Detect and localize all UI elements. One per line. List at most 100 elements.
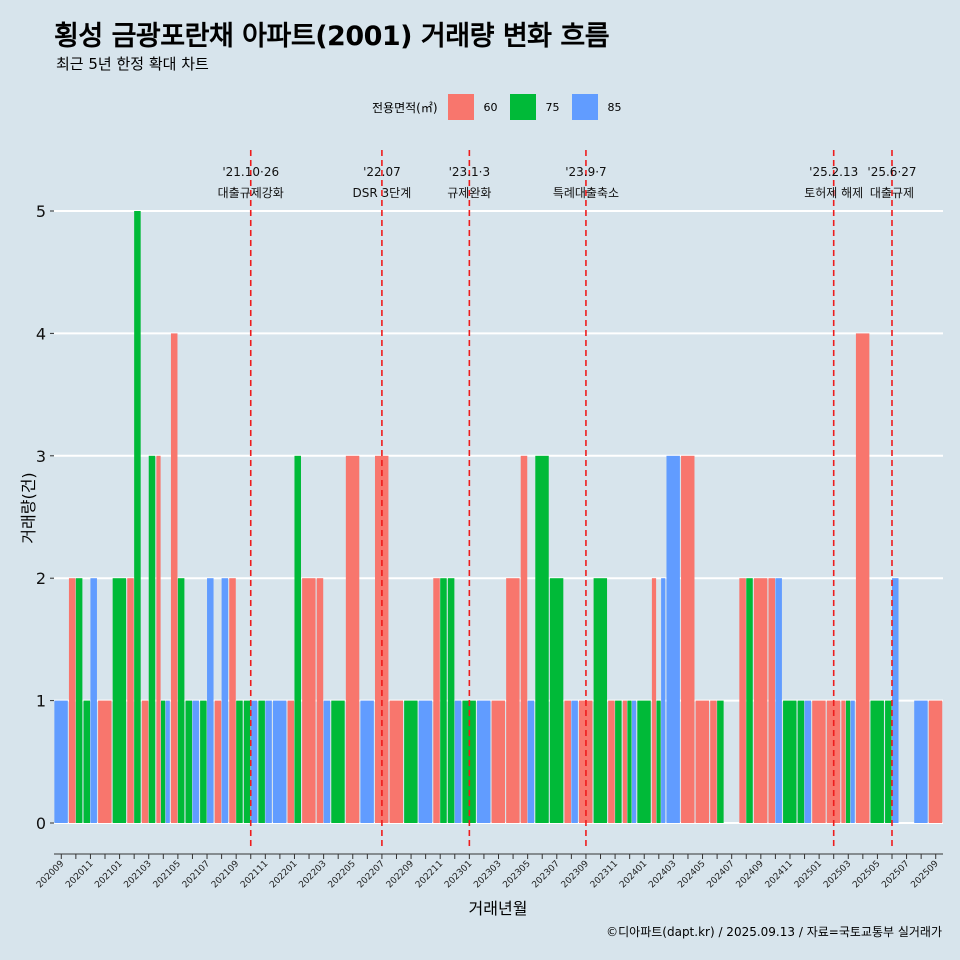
bar-202410-85 — [775, 578, 782, 823]
x-tick-label-202403: 202403 — [647, 859, 678, 890]
x-tick-label-202103: 202103 — [122, 859, 153, 890]
bar-202010-75 — [75, 578, 83, 823]
bar-202101-75 — [112, 578, 127, 823]
bar-202506-75 — [885, 700, 892, 823]
x-tick-label-202309: 202309 — [560, 859, 592, 891]
legend-key-85 — [571, 94, 598, 120]
bar-202111-85 — [265, 700, 272, 823]
x-tick-label-202407: 202407 — [705, 859, 736, 890]
x-axis: 2020092020112021012021032021052021072021… — [35, 853, 943, 891]
x-tick-label-202311: 202311 — [589, 859, 620, 890]
event-date-label-202207: '22.07 — [363, 165, 401, 179]
bar-202102-75 — [134, 211, 141, 823]
x-tick-label-202411: 202411 — [764, 859, 795, 890]
x-tick-label-202401: 202401 — [618, 859, 649, 890]
bar-202010-60 — [68, 578, 76, 823]
x-tick-label-202011: 202011 — [64, 859, 95, 890]
bar-202207-60 — [374, 455, 389, 823]
bar-202012-60 — [98, 700, 112, 823]
bar-202110-85 — [250, 700, 258, 823]
x-tick-label-202409: 202409 — [735, 859, 767, 891]
bar-202110-75 — [243, 700, 251, 823]
x-tick-label-202209: 202209 — [385, 859, 417, 891]
y-tick-label-2: 2 — [36, 569, 46, 588]
bar-202310-75 — [593, 578, 608, 823]
bar-202303-60 — [491, 700, 506, 823]
bar-202409-60 — [753, 578, 768, 823]
x-tick-label-202109: 202109 — [210, 859, 242, 891]
bar-202505-75 — [870, 700, 884, 823]
event-name-label-202110: 대출규제강화 — [218, 186, 284, 200]
x-tick-label-202501: 202501 — [793, 859, 824, 890]
bar-202408-75 — [746, 578, 753, 823]
x-tick-label-202201: 202201 — [268, 859, 299, 890]
bar-202106-75 — [185, 700, 193, 823]
x-tick-label-202101: 202101 — [93, 859, 124, 890]
bar-202304-60 — [506, 578, 520, 823]
x-tick-label-202105: 202105 — [152, 859, 183, 890]
bar-202308-85 — [571, 700, 578, 823]
x-tick-label-202509: 202509 — [909, 859, 941, 891]
event-name-label-202309: 특례대출축소 — [553, 186, 619, 200]
event-date-label-202110: '21.10·26 — [222, 165, 279, 179]
chart-title: 횡성 금광포란채 아파트(2001) 거래량 변화 흐름 — [54, 21, 610, 52]
bar-202312-75 — [627, 700, 632, 823]
caption: ©디아파트(dapt.kr) / 2025.09.13 / 자료=국토교통부 실… — [606, 925, 942, 939]
event-date-label-202309: '23.9·7 — [565, 165, 606, 179]
bar-202212-85 — [454, 700, 462, 823]
event-date-label-202502: '25.2.13 — [809, 165, 858, 179]
bar-202412-85 — [804, 700, 812, 823]
bar-202406-60 — [710, 700, 717, 823]
bar-202305-60 — [520, 455, 528, 823]
x-tick-label-202211: 202211 — [414, 859, 445, 890]
bar-202102-60 — [127, 578, 134, 823]
bar-202103-75 — [148, 455, 156, 823]
x-tick-label-202405: 202405 — [676, 859, 707, 890]
bar-202406-75 — [717, 700, 724, 823]
bar-202203-85 — [323, 700, 331, 823]
bar-202411-75 — [783, 700, 797, 823]
y-tick-label-5: 5 — [36, 202, 46, 221]
y-tick-label-3: 3 — [36, 447, 46, 466]
bar-202112-85 — [272, 700, 287, 823]
legend-label-85: 85 — [607, 100, 622, 114]
bar-202311-75 — [615, 700, 622, 823]
event-date-label-202301: '23.1·3 — [449, 165, 490, 179]
bar-202305-85 — [527, 700, 535, 823]
legend-key-75 — [509, 94, 536, 120]
bar-202009-85 — [54, 700, 68, 823]
bar-202209-75 — [404, 700, 418, 823]
event-date-label-202506: '25.6·27 — [867, 165, 916, 179]
x-tick-label-202203: 202203 — [297, 859, 328, 890]
x-axis-label: 거래년월 — [469, 899, 528, 918]
x-tick-label-202205: 202205 — [327, 859, 358, 890]
bar-202211-75 — [440, 578, 447, 823]
bar-202104-85 — [165, 700, 170, 823]
bar-202106-85 — [192, 700, 199, 823]
bar-202208-60 — [389, 700, 404, 823]
bar-202201-60 — [287, 700, 295, 823]
event-name-label-202207: DSR 3단계 — [353, 186, 412, 200]
bar-202108-85 — [221, 578, 229, 823]
legend-label-75: 75 — [545, 100, 560, 114]
bars — [54, 211, 943, 823]
bar-202312-60 — [622, 700, 627, 823]
bar-202408-60 — [739, 578, 746, 823]
x-tick-label-202507: 202507 — [880, 859, 911, 890]
bar-202312-85 — [631, 700, 637, 823]
y-tick-label-4: 4 — [36, 324, 46, 343]
bar-202401-75 — [637, 700, 651, 823]
bar-202403-85 — [666, 455, 680, 823]
bar-202205-60 — [345, 455, 360, 823]
bar-202308-60 — [564, 700, 571, 823]
bar-202011-85 — [90, 578, 97, 823]
event-name-label-202502: 토허제 해제 — [804, 186, 863, 200]
legend-title: 전용면적(㎡) — [372, 100, 438, 115]
x-tick-label-202303: 202303 — [472, 859, 503, 890]
legend-label-60: 60 — [483, 100, 498, 114]
bar-202509-60 — [928, 700, 943, 823]
x-tick-label-202305: 202305 — [501, 859, 532, 890]
bar-202103-60 — [141, 700, 149, 823]
bar-202206-85 — [360, 700, 374, 823]
x-tick-label-202107: 202107 — [181, 859, 212, 890]
